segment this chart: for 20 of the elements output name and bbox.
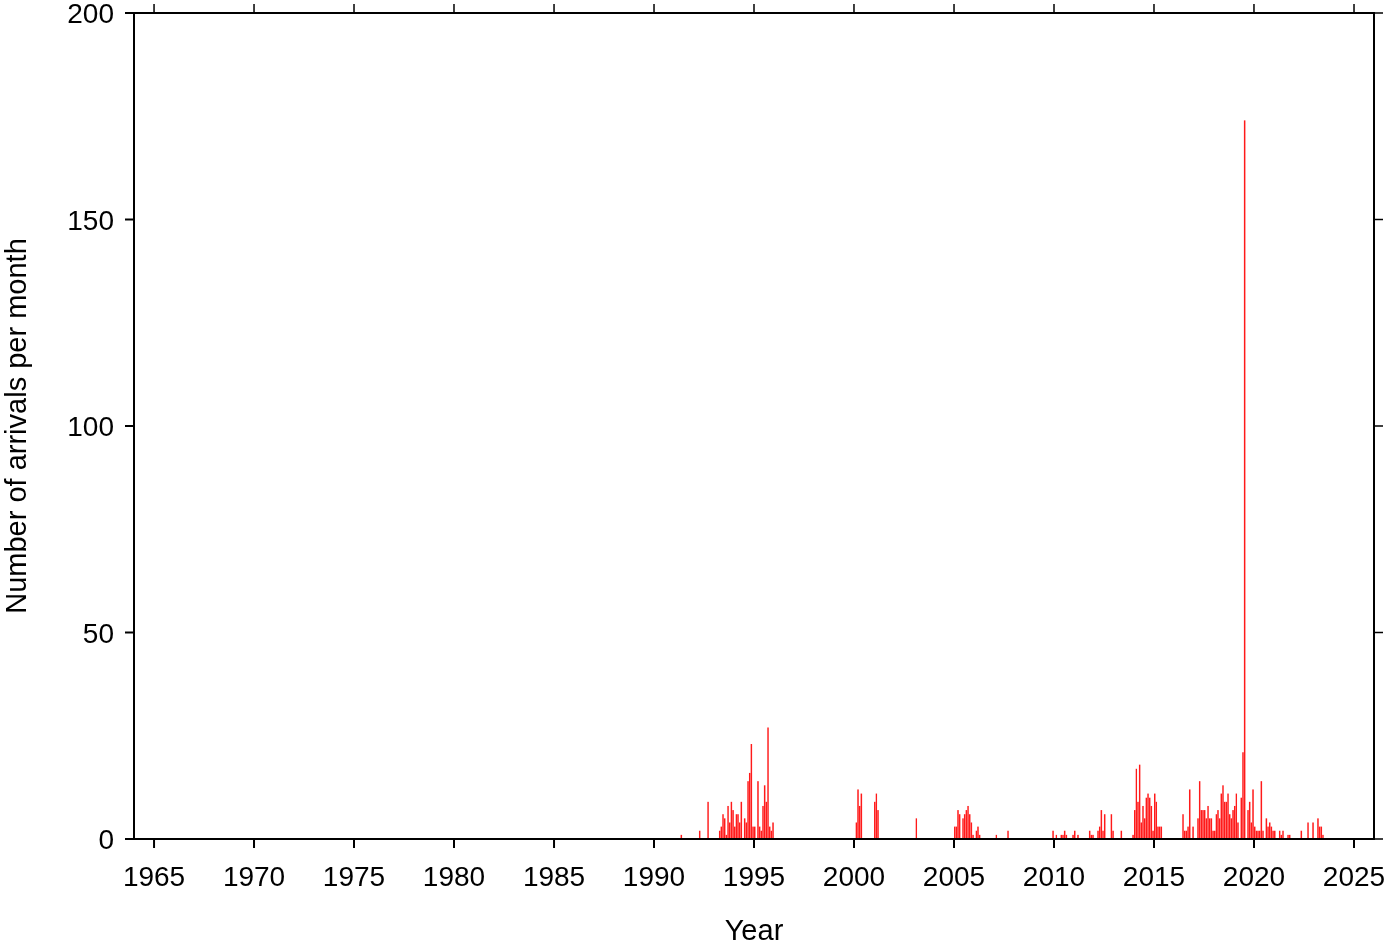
y-tick-label: 150: [67, 204, 114, 236]
x-tick-label: 1965: [122, 861, 186, 892]
x-tick-label: 2010: [1022, 861, 1086, 892]
y-tick-label: 100: [67, 411, 114, 442]
x-tick-label: 1975: [322, 861, 386, 892]
x-tick-label: 1985: [522, 861, 586, 892]
y-axis-title: Number of arrivals per month: [0, 238, 32, 614]
x-tick-label: 1990: [622, 861, 686, 892]
x-tick-label: 2000: [822, 861, 886, 892]
x-tick-label: 1970: [222, 861, 286, 892]
x-tick-label: 2005: [922, 861, 986, 892]
x-axis-title: Year: [724, 914, 784, 942]
x-tick-label: 2020: [1222, 861, 1286, 892]
x-tick-label: 2015: [1122, 861, 1186, 892]
x-tick-label: 2025: [1322, 861, 1386, 892]
y-tick-label: 50: [82, 617, 114, 649]
y-tick-label: 200: [67, 0, 114, 29]
x-tick-label: 1995: [722, 861, 786, 892]
x-tick-label: 1980: [422, 861, 486, 892]
y-tick-label: 0: [98, 824, 114, 855]
